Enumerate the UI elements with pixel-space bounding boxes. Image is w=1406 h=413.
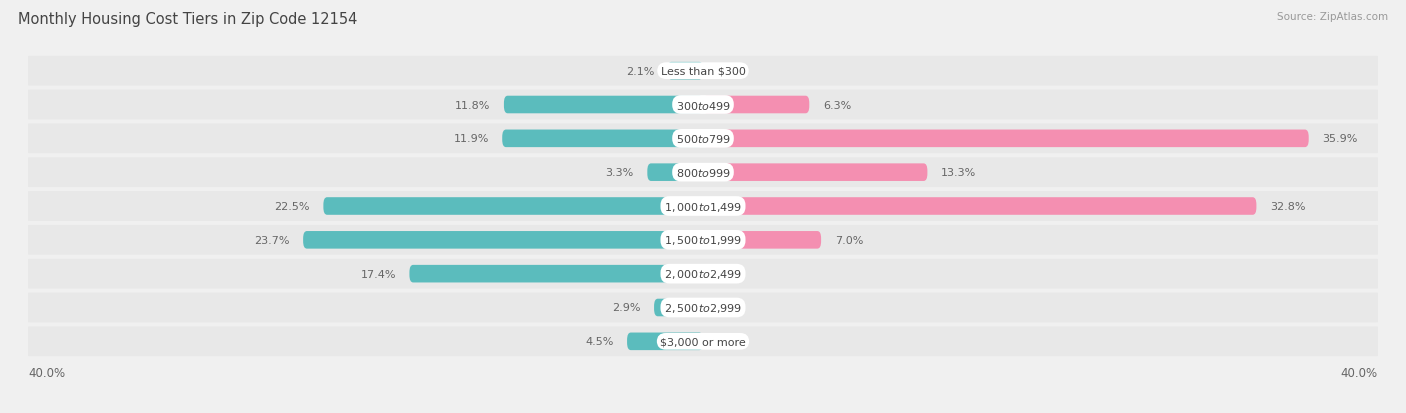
Text: $2,000 to $2,499: $2,000 to $2,499 — [664, 268, 742, 280]
Text: Monthly Housing Cost Tiers in Zip Code 12154: Monthly Housing Cost Tiers in Zip Code 1… — [18, 12, 357, 27]
Text: 7.0%: 7.0% — [835, 235, 863, 245]
Text: Less than $300: Less than $300 — [661, 66, 745, 76]
Text: 0.0%: 0.0% — [717, 66, 745, 76]
Text: 11.9%: 11.9% — [453, 134, 489, 144]
FancyBboxPatch shape — [22, 90, 1384, 120]
Text: 6.3%: 6.3% — [823, 100, 851, 110]
FancyBboxPatch shape — [703, 231, 821, 249]
Text: $300 to $499: $300 to $499 — [675, 99, 731, 111]
FancyBboxPatch shape — [22, 327, 1384, 356]
FancyBboxPatch shape — [668, 63, 703, 80]
FancyBboxPatch shape — [703, 164, 928, 182]
FancyBboxPatch shape — [502, 130, 703, 148]
Text: $1,000 to $1,499: $1,000 to $1,499 — [664, 200, 742, 213]
FancyBboxPatch shape — [703, 130, 1309, 148]
FancyBboxPatch shape — [654, 299, 703, 316]
FancyBboxPatch shape — [22, 57, 1384, 86]
FancyBboxPatch shape — [22, 158, 1384, 188]
FancyBboxPatch shape — [22, 124, 1384, 154]
Text: 13.3%: 13.3% — [941, 168, 976, 178]
FancyBboxPatch shape — [22, 293, 1384, 323]
FancyBboxPatch shape — [22, 259, 1384, 289]
FancyBboxPatch shape — [503, 97, 703, 114]
FancyBboxPatch shape — [703, 97, 810, 114]
FancyBboxPatch shape — [323, 198, 703, 215]
Text: 2.1%: 2.1% — [626, 66, 654, 76]
Text: $800 to $999: $800 to $999 — [675, 167, 731, 179]
Text: $500 to $799: $500 to $799 — [675, 133, 731, 145]
FancyBboxPatch shape — [22, 192, 1384, 221]
Text: 32.8%: 32.8% — [1270, 202, 1305, 211]
Text: 3.3%: 3.3% — [606, 168, 634, 178]
Text: Source: ZipAtlas.com: Source: ZipAtlas.com — [1277, 12, 1388, 22]
FancyBboxPatch shape — [304, 231, 703, 249]
Text: 0.0%: 0.0% — [717, 337, 745, 347]
FancyBboxPatch shape — [627, 333, 703, 350]
Text: 22.5%: 22.5% — [274, 202, 309, 211]
FancyBboxPatch shape — [703, 198, 1257, 215]
Text: 2.9%: 2.9% — [612, 303, 641, 313]
Text: 40.0%: 40.0% — [1341, 366, 1378, 379]
Text: 0.0%: 0.0% — [717, 269, 745, 279]
Text: 17.4%: 17.4% — [360, 269, 396, 279]
FancyBboxPatch shape — [647, 164, 703, 182]
Text: 40.0%: 40.0% — [28, 366, 65, 379]
Text: $3,000 or more: $3,000 or more — [661, 337, 745, 347]
FancyBboxPatch shape — [409, 265, 703, 283]
FancyBboxPatch shape — [22, 225, 1384, 255]
Text: $2,500 to $2,999: $2,500 to $2,999 — [664, 301, 742, 314]
Text: 11.8%: 11.8% — [456, 100, 491, 110]
Text: 35.9%: 35.9% — [1322, 134, 1358, 144]
Text: 0.0%: 0.0% — [717, 303, 745, 313]
Text: 4.5%: 4.5% — [585, 337, 613, 347]
Text: $1,500 to $1,999: $1,500 to $1,999 — [664, 234, 742, 247]
Text: 23.7%: 23.7% — [254, 235, 290, 245]
